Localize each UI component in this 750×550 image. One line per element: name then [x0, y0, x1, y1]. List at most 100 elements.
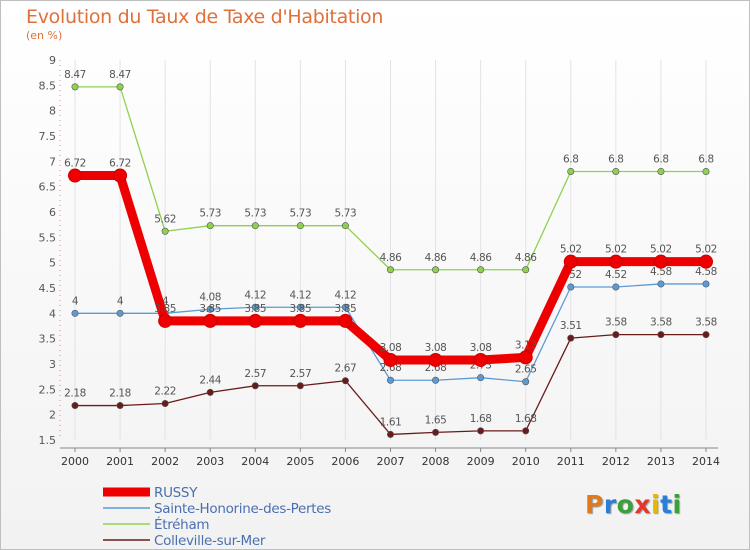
y-tick-label: 2 — [49, 409, 56, 422]
data-point — [653, 254, 668, 269]
data-point — [116, 83, 124, 91]
data-point — [338, 313, 353, 328]
data-label: 8.47 — [64, 69, 86, 81]
data-point — [477, 427, 485, 435]
data-label: 5.73 — [335, 208, 357, 220]
data-label: 5.73 — [244, 208, 266, 220]
x-tick-label: 2014 — [692, 455, 720, 468]
data-point — [608, 254, 623, 269]
x-tick-label: 2013 — [647, 455, 675, 468]
legend-label: Étréham — [154, 516, 209, 533]
data-label: 4.12 — [244, 289, 266, 301]
data-point — [158, 313, 173, 328]
data-point — [206, 222, 214, 230]
data-point — [567, 283, 575, 291]
data-point — [432, 376, 440, 384]
data-point — [71, 83, 79, 91]
data-point — [612, 167, 620, 175]
y-tick-label: 3 — [49, 358, 56, 371]
data-label: 3.51 — [560, 320, 582, 332]
data-label: 6.8 — [653, 153, 669, 165]
data-label: 4.86 — [470, 252, 492, 264]
data-point — [206, 305, 214, 313]
data-point — [428, 352, 443, 367]
data-label: 3.08 — [425, 342, 447, 354]
data-point — [203, 313, 218, 328]
data-label: 2.18 — [109, 388, 131, 400]
data-label: 1.61 — [380, 416, 402, 428]
data-label: 3.08 — [470, 342, 492, 354]
logo-letter: i — [651, 490, 661, 519]
data-label: 3.85 — [199, 303, 221, 315]
x-tick-label: 2011 — [557, 455, 585, 468]
x-tick-label: 2001 — [106, 455, 134, 468]
logo-letter: P — [585, 490, 604, 519]
data-label: 2.67 — [335, 363, 357, 375]
data-point — [341, 377, 349, 385]
data-point — [251, 382, 259, 390]
data-label: 4.12 — [335, 289, 357, 301]
data-label: 3.85 — [335, 303, 357, 315]
y-tick-label: 8.5 — [39, 79, 57, 92]
data-label: 1.68 — [515, 413, 537, 425]
data-point — [248, 313, 263, 328]
x-tick-label: 2009 — [467, 455, 495, 468]
y-tick-label: 9 — [49, 54, 56, 67]
y-tick-label: 6.5 — [39, 181, 57, 194]
data-label: 4.12 — [289, 289, 311, 301]
data-label: 3.58 — [650, 317, 672, 329]
data-point — [702, 167, 710, 175]
data-point — [296, 303, 304, 311]
data-label: 5.62 — [154, 213, 176, 225]
data-point — [116, 309, 124, 317]
data-label: 3.58 — [605, 317, 627, 329]
data-point — [386, 376, 394, 384]
legend-label: Colleville-sur-Mer — [154, 533, 266, 549]
data-label: 5.73 — [199, 208, 221, 220]
data-label: 4.86 — [380, 252, 402, 264]
data-point — [657, 167, 665, 175]
data-point — [383, 352, 398, 367]
data-point — [702, 280, 710, 288]
legend-label: Sainte-Honorine-des-Pertes — [154, 501, 331, 517]
data-point — [68, 168, 82, 183]
data-point — [296, 222, 304, 230]
proxiti-logo: Proxiti — [585, 490, 682, 519]
data-label: 4.86 — [425, 252, 447, 264]
y-tick-label: 8 — [49, 105, 56, 118]
data-point — [341, 222, 349, 230]
data-point — [71, 309, 79, 317]
data-label: 3.13 — [515, 339, 537, 351]
data-point — [251, 303, 259, 311]
x-tick-label: 2006 — [331, 455, 359, 468]
data-label: 5.02 — [605, 244, 627, 256]
data-label: 2.57 — [289, 368, 311, 380]
data-point — [432, 266, 440, 274]
x-tick-label: 2008 — [422, 455, 450, 468]
x-tick-label: 2003 — [196, 455, 224, 468]
data-point — [477, 374, 485, 382]
logo-letter: x — [634, 490, 651, 519]
data-point — [293, 313, 308, 328]
data-label: 2.68 — [425, 362, 447, 374]
y-tick-label: 2.5 — [39, 383, 57, 396]
data-point — [473, 352, 488, 367]
y-tick-label: 7.5 — [39, 130, 57, 143]
data-point — [206, 388, 214, 396]
data-label: 2.44 — [199, 374, 221, 386]
data-point — [563, 254, 578, 269]
logo-letter: i — [672, 490, 682, 519]
data-label: 1.68 — [470, 413, 492, 425]
logo-letter: r — [603, 490, 617, 519]
data-label: 5.02 — [560, 244, 582, 256]
data-label: 6.72 — [109, 158, 131, 170]
data-label: 6.72 — [64, 158, 86, 170]
legend-label: RUSSY — [154, 485, 198, 501]
data-point — [386, 266, 394, 274]
data-point — [567, 334, 575, 342]
data-point — [386, 430, 394, 438]
data-label: 2.65 — [515, 364, 537, 376]
data-point — [657, 280, 665, 288]
logo-letter: o — [616, 490, 635, 519]
series-russy: 6.72 6.72 3.85 3.85 3.85 3.85 3.85 3.08 3.08 3.08… — [64, 158, 717, 367]
